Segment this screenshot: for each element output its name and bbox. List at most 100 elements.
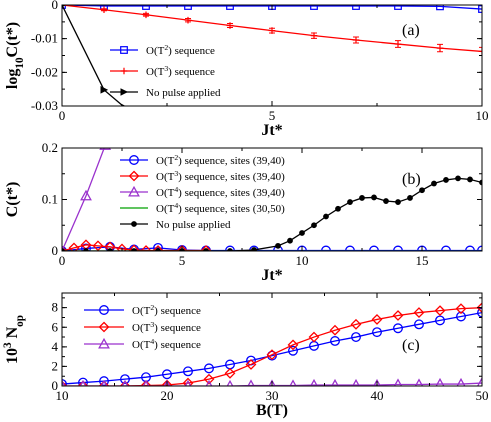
o-t-sequence-point xyxy=(268,27,276,34)
o-t-sequence-point xyxy=(477,307,482,318)
x-tick-label: 40 xyxy=(371,388,384,403)
no-pulse-applied-point xyxy=(227,248,233,251)
o-t-sequence-point xyxy=(352,5,360,10)
y-tick-label: 6 xyxy=(52,319,59,334)
no-pulse-applied-point xyxy=(383,198,389,204)
o-t-sequence-point xyxy=(455,303,467,315)
legend-label: O(T3) sequence xyxy=(132,320,201,335)
legend-no-pulse-applied-point xyxy=(120,88,129,96)
o-t-sequence-point xyxy=(140,380,152,386)
plot-area xyxy=(62,148,482,251)
o-t-sequence-point xyxy=(476,376,482,386)
legend-item-o-t-sequence: O(T3) sequence xyxy=(110,64,215,79)
o-t-sequence-sites-39-40-point xyxy=(128,244,140,251)
o-t-sequence-point xyxy=(184,5,192,10)
o-t-sequence-point xyxy=(266,349,278,361)
o-t-sequence-sites-39-40-point xyxy=(104,241,116,251)
o-t-sequence-point xyxy=(456,311,466,322)
o-t-sequence-point xyxy=(436,44,444,52)
o-t-sequence-point xyxy=(413,307,425,318)
o-t-sequence-point xyxy=(184,16,192,24)
x-tick-label: 10 xyxy=(56,388,69,403)
o-t-sequence-point xyxy=(310,5,318,10)
legend-item-o-t-sequence: O(T3) sequence xyxy=(84,320,201,335)
y-tick-label: 0.2 xyxy=(42,140,58,155)
o-t-sequence-point xyxy=(62,380,68,386)
o-t-sequence-point xyxy=(120,374,130,385)
no-pulse-applied-point xyxy=(155,248,161,251)
o-t-sequence-point xyxy=(373,378,381,386)
no-pulse-applied-point xyxy=(455,175,461,182)
x-axis-label: Jt* xyxy=(261,267,282,284)
o-t-sequence-point xyxy=(372,327,382,338)
o-t-sequence-point xyxy=(329,324,341,336)
o-t-sequence-point xyxy=(98,380,110,386)
no-pulse-applied-point xyxy=(371,194,377,201)
legend-label: O(T2) sequence xyxy=(132,303,201,318)
o-t-sequence-sites-39-40-point xyxy=(80,189,92,201)
legend-no-pulse-applied-point xyxy=(131,221,137,227)
no-pulse-applied-point xyxy=(62,248,65,251)
o-t-sequence-point xyxy=(478,48,482,55)
y-tick-label: 0 xyxy=(52,0,59,12)
o-t-sequence-point xyxy=(308,331,320,343)
y-tick-label: 0 xyxy=(52,243,59,258)
o-t-sequence-point xyxy=(436,5,444,11)
o-t-sequence-point xyxy=(224,367,236,379)
o-t-sequence-point xyxy=(183,366,193,377)
chart-panel-2: 0 5 10 15 0 0.1 0.2 Jt* C(t*) (b) O(T2) sequence, … xyxy=(4,140,483,284)
no-pulse-applied-point xyxy=(311,222,317,229)
legend-o-t-sequence-point xyxy=(98,321,110,333)
o-t-sequence-sites-39-40-point xyxy=(140,245,152,251)
o-t-sequence-point xyxy=(371,314,383,325)
legend-item-o-t-sequence: O(T4) sequence xyxy=(84,337,201,351)
legend-item-o-t-sequence-sites-39-40: O(T3) sequence, sites (39,40) xyxy=(120,169,285,184)
o-t-sequence-point xyxy=(161,379,173,386)
o-t-sequence-sites-39-40-point xyxy=(152,245,164,251)
o-t-sequence-point xyxy=(182,377,194,386)
o-t-sequence-point xyxy=(414,319,424,330)
o-t-sequence-point xyxy=(351,332,361,343)
y-tick-label: -0.03 xyxy=(31,98,58,113)
y-tick-label: 0.1 xyxy=(42,192,58,207)
o-t-sequence-point xyxy=(162,369,172,380)
panel-label: (a) xyxy=(402,22,420,39)
x-axis-label: Jt* xyxy=(261,122,282,139)
y-tick-label: -0.02 xyxy=(31,64,58,79)
no-pulse-applied-point xyxy=(251,247,257,251)
no-pulse-applied-point xyxy=(467,176,473,183)
legend-o-t-sequence-point xyxy=(120,46,128,54)
plot-area xyxy=(62,302,482,386)
legend-o-t-sequence-point xyxy=(98,337,110,349)
x-tick-label: 5 xyxy=(269,108,276,123)
legend-label: O(T3) sequence xyxy=(146,64,215,79)
o-t-sequence-point xyxy=(392,310,404,321)
o-t-sequence-point xyxy=(352,36,360,44)
o-t-sequence-point xyxy=(394,40,402,48)
no-pulse-applied-point xyxy=(203,248,209,251)
o-t-sequence-sites-39-40-point xyxy=(62,245,68,251)
x-tick-label: 0 xyxy=(59,108,66,123)
o-t-sequence-point xyxy=(394,5,402,10)
o-t-sequence-point xyxy=(100,6,108,14)
o-t-sequence-sites-39-40-point xyxy=(116,243,128,251)
y-axis-label: 103 Nop xyxy=(2,315,26,364)
no-pulse-applied-point xyxy=(83,248,89,251)
o-t-sequence-sites-39-40-point xyxy=(200,245,212,251)
no-pulse-applied-point xyxy=(275,242,281,249)
o-t-sequence-point xyxy=(245,359,257,370)
o-t-sequence-point xyxy=(331,378,339,386)
y-axis-label: log10C(t*) xyxy=(4,22,26,89)
o-t-sequence-point xyxy=(226,22,234,29)
no-pulse-applied-point xyxy=(431,180,437,187)
legend-item-no-pulse-applied: No pulse applied xyxy=(110,87,221,99)
o-t-sequence-point xyxy=(287,339,299,351)
no-pulse-applied-point xyxy=(107,248,113,251)
o-t-sequence-point xyxy=(310,32,318,39)
legend-label: O(T3) sequence, sites (39,40) xyxy=(156,169,285,184)
no-pulse-applied-point xyxy=(479,179,482,186)
o-t-sequence-point xyxy=(142,11,150,19)
legend-o-t-sequence-point xyxy=(120,67,128,75)
chart-panel-3: 10 20 30 40 50 0 2 4 6 8 B(T) 103 Nop (c) O(T2) seque… xyxy=(2,292,489,419)
legend: O(T2) sequence, sites (39,40)O(T3) seque… xyxy=(120,153,285,231)
